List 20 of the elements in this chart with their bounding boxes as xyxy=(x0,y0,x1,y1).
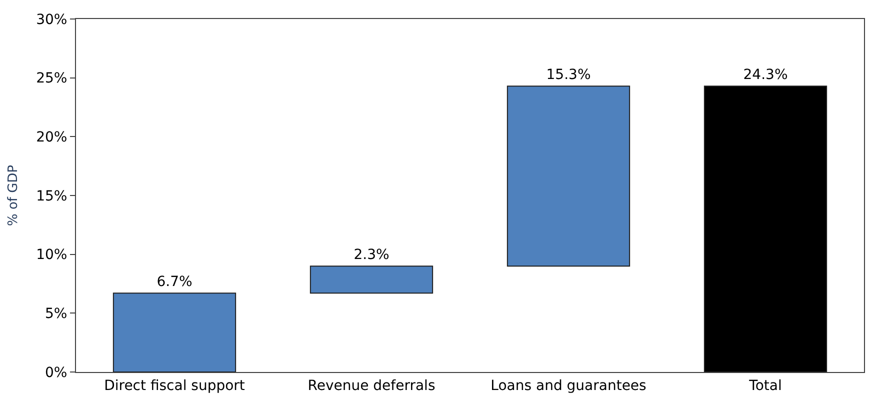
bar xyxy=(310,266,434,294)
bar xyxy=(112,292,236,372)
x-tick-label: Direct fiscal support xyxy=(104,378,246,394)
y-tick-label: 20% xyxy=(36,130,68,146)
data-label: 2.3% xyxy=(354,247,390,264)
y-tick-label: 0% xyxy=(44,364,68,381)
y-tick-label: 30% xyxy=(36,12,68,28)
y-tick-label: 25% xyxy=(36,70,68,87)
y-axis-title: % of GDP xyxy=(6,164,22,226)
bar xyxy=(506,86,630,267)
data-label: 6.7% xyxy=(156,274,192,290)
y-tick-label: 10% xyxy=(36,247,68,264)
x-tick-label: Revenue deferrals xyxy=(308,378,436,394)
x-tick-label: Loans and guarantees xyxy=(490,378,646,394)
y-tick-label: 15% xyxy=(36,188,68,204)
data-label: 15.3% xyxy=(546,67,591,84)
bar xyxy=(704,86,828,372)
x-tick-label: Total xyxy=(748,378,782,394)
y-tick-label: 5% xyxy=(44,306,68,322)
data-label: 24.3% xyxy=(743,67,788,84)
